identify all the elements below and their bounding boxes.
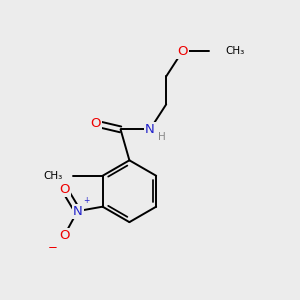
Text: CH₃: CH₃ [44, 171, 63, 181]
Text: +: + [83, 196, 90, 205]
Text: −: − [48, 241, 58, 254]
Text: O: O [59, 182, 70, 196]
Text: CH₃: CH₃ [225, 46, 244, 56]
Text: N: N [73, 205, 82, 218]
Text: H: H [158, 132, 166, 142]
Text: N: N [145, 123, 155, 136]
Text: O: O [177, 45, 188, 58]
Text: O: O [90, 117, 101, 130]
Text: O: O [59, 229, 70, 242]
